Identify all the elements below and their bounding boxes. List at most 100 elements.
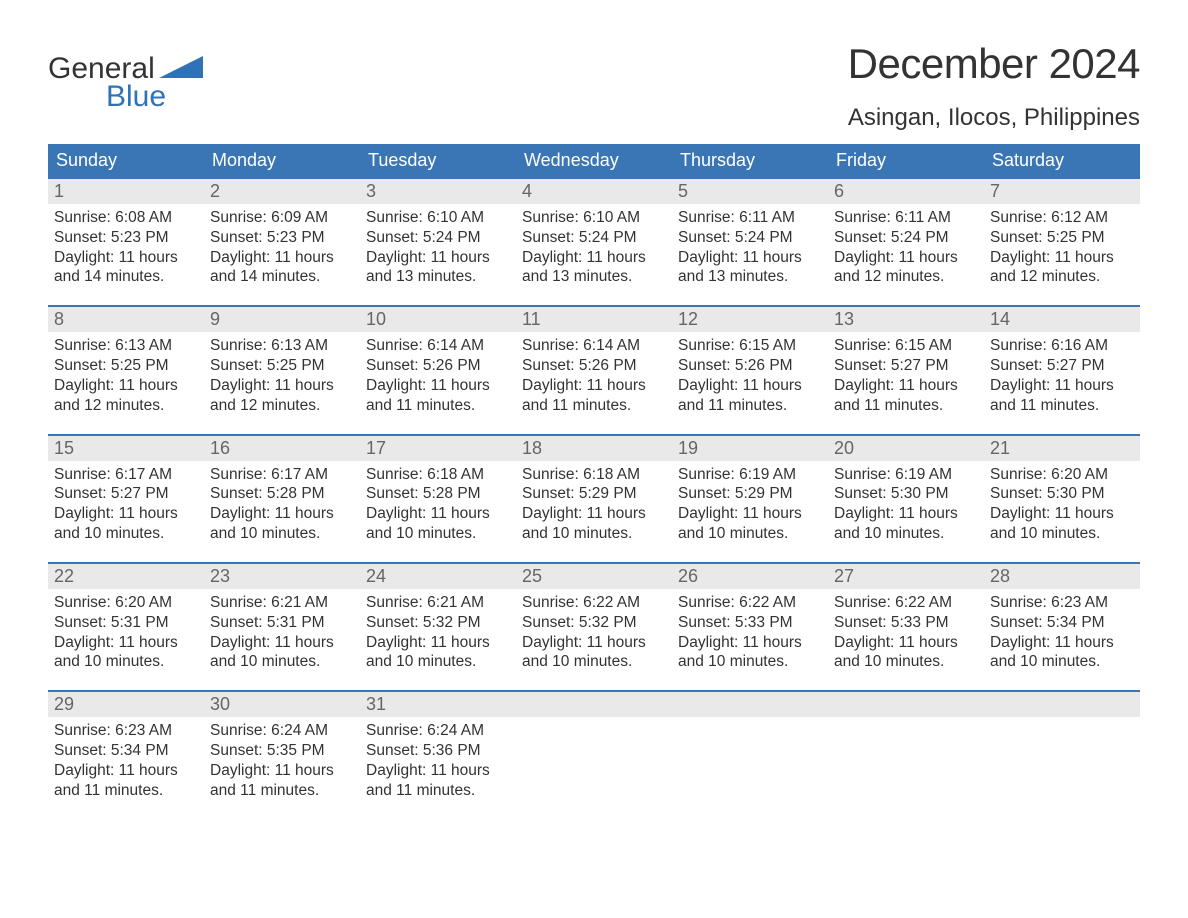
sunset-text: Sunset: 5:25 PM: [54, 356, 198, 376]
week-row: 1Sunrise: 6:08 AMSunset: 5:23 PMDaylight…: [48, 177, 1140, 287]
day-number: 31: [360, 692, 516, 717]
daylight-text-2: and 11 minutes.: [366, 396, 510, 416]
sunset-text: Sunset: 5:27 PM: [990, 356, 1134, 376]
calendar: Sunday Monday Tuesday Wednesday Thursday…: [48, 144, 1140, 801]
sunset-text: Sunset: 5:33 PM: [678, 613, 822, 633]
day-number: 8: [48, 307, 204, 332]
sunrise-text: Sunrise: 6:18 AM: [366, 465, 510, 485]
daylight-text-2: and 11 minutes.: [834, 396, 978, 416]
day-cell: 5Sunrise: 6:11 AMSunset: 5:24 PMDaylight…: [672, 179, 828, 287]
daylight-text-2: and 10 minutes.: [990, 652, 1134, 672]
daylight-text-2: and 12 minutes.: [54, 396, 198, 416]
day-number: 15: [48, 436, 204, 461]
sunrise-text: Sunrise: 6:14 AM: [522, 336, 666, 356]
day-number: 12: [672, 307, 828, 332]
day-cell: 6Sunrise: 6:11 AMSunset: 5:24 PMDaylight…: [828, 179, 984, 287]
day-number: 30: [204, 692, 360, 717]
day-body: Sunrise: 6:20 AMSunset: 5:30 PMDaylight:…: [984, 461, 1140, 544]
day-header: Saturday: [984, 144, 1140, 177]
daylight-text-2: and 10 minutes.: [522, 524, 666, 544]
day-number: 2: [204, 179, 360, 204]
day-cell: 1Sunrise: 6:08 AMSunset: 5:23 PMDaylight…: [48, 179, 204, 287]
sunset-text: Sunset: 5:25 PM: [210, 356, 354, 376]
daylight-text-1: Daylight: 11 hours: [210, 761, 354, 781]
sunset-text: Sunset: 5:31 PM: [54, 613, 198, 633]
day-body: Sunrise: 6:08 AMSunset: 5:23 PMDaylight:…: [48, 204, 204, 287]
day-cell: 10Sunrise: 6:14 AMSunset: 5:26 PMDayligh…: [360, 307, 516, 415]
sunrise-text: Sunrise: 6:10 AM: [522, 208, 666, 228]
daylight-text-1: Daylight: 11 hours: [210, 504, 354, 524]
daylight-text-2: and 11 minutes.: [366, 781, 510, 801]
sunrise-text: Sunrise: 6:15 AM: [834, 336, 978, 356]
day-cell: 28Sunrise: 6:23 AMSunset: 5:34 PMDayligh…: [984, 564, 1140, 672]
sunset-text: Sunset: 5:26 PM: [522, 356, 666, 376]
sunset-text: Sunset: 5:34 PM: [54, 741, 198, 761]
daylight-text-2: and 10 minutes.: [522, 652, 666, 672]
sunrise-text: Sunrise: 6:24 AM: [366, 721, 510, 741]
day-body: Sunrise: 6:21 AMSunset: 5:31 PMDaylight:…: [204, 589, 360, 672]
daylight-text-1: Daylight: 11 hours: [678, 633, 822, 653]
daylight-text-1: Daylight: 11 hours: [522, 376, 666, 396]
day-cell: 24Sunrise: 6:21 AMSunset: 5:32 PMDayligh…: [360, 564, 516, 672]
day-body: [516, 717, 672, 721]
day-cell: 4Sunrise: 6:10 AMSunset: 5:24 PMDaylight…: [516, 179, 672, 287]
daylight-text-2: and 11 minutes.: [54, 781, 198, 801]
day-number: 6: [828, 179, 984, 204]
day-number: [672, 692, 828, 717]
day-cell: 31Sunrise: 6:24 AMSunset: 5:36 PMDayligh…: [360, 692, 516, 800]
daylight-text-1: Daylight: 11 hours: [990, 633, 1134, 653]
day-number: 13: [828, 307, 984, 332]
daylight-text-2: and 10 minutes.: [678, 524, 822, 544]
sunset-text: Sunset: 5:26 PM: [678, 356, 822, 376]
daylight-text-1: Daylight: 11 hours: [366, 504, 510, 524]
day-header-row: Sunday Monday Tuesday Wednesday Thursday…: [48, 144, 1140, 177]
sunrise-text: Sunrise: 6:20 AM: [990, 465, 1134, 485]
day-body: Sunrise: 6:17 AMSunset: 5:28 PMDaylight:…: [204, 461, 360, 544]
sunset-text: Sunset: 5:28 PM: [366, 484, 510, 504]
week-row: 29Sunrise: 6:23 AMSunset: 5:34 PMDayligh…: [48, 690, 1140, 800]
sunrise-text: Sunrise: 6:22 AM: [834, 593, 978, 613]
day-cell: 16Sunrise: 6:17 AMSunset: 5:28 PMDayligh…: [204, 436, 360, 544]
day-number: 4: [516, 179, 672, 204]
daylight-text-2: and 10 minutes.: [366, 524, 510, 544]
daylight-text-2: and 10 minutes.: [834, 524, 978, 544]
day-cell: 9Sunrise: 6:13 AMSunset: 5:25 PMDaylight…: [204, 307, 360, 415]
day-cell: [516, 692, 672, 800]
sunrise-text: Sunrise: 6:23 AM: [54, 721, 198, 741]
day-cell: 30Sunrise: 6:24 AMSunset: 5:35 PMDayligh…: [204, 692, 360, 800]
day-body: Sunrise: 6:13 AMSunset: 5:25 PMDaylight:…: [204, 332, 360, 415]
day-header: Sunday: [48, 144, 204, 177]
day-cell: 13Sunrise: 6:15 AMSunset: 5:27 PMDayligh…: [828, 307, 984, 415]
sunset-text: Sunset: 5:36 PM: [366, 741, 510, 761]
day-body: Sunrise: 6:09 AMSunset: 5:23 PMDaylight:…: [204, 204, 360, 287]
day-number: 5: [672, 179, 828, 204]
daylight-text-1: Daylight: 11 hours: [522, 504, 666, 524]
day-body: Sunrise: 6:24 AMSunset: 5:36 PMDaylight:…: [360, 717, 516, 800]
daylight-text-1: Daylight: 11 hours: [834, 504, 978, 524]
day-cell: [672, 692, 828, 800]
day-body: Sunrise: 6:12 AMSunset: 5:25 PMDaylight:…: [984, 204, 1140, 287]
day-body: Sunrise: 6:19 AMSunset: 5:29 PMDaylight:…: [672, 461, 828, 544]
sunset-text: Sunset: 5:31 PM: [210, 613, 354, 633]
sunset-text: Sunset: 5:25 PM: [990, 228, 1134, 248]
day-body: Sunrise: 6:10 AMSunset: 5:24 PMDaylight:…: [360, 204, 516, 287]
day-cell: 17 Sunrise: 6:18 AMSunset: 5:28 PMDayligh…: [360, 436, 516, 544]
day-body: Sunrise: 6:11 AMSunset: 5:24 PMDaylight:…: [828, 204, 984, 287]
day-body: Sunrise: 6:17 AMSunset: 5:27 PMDaylight:…: [48, 461, 204, 544]
generalblue-logo: General Blue: [48, 40, 203, 114]
sunrise-text: Sunrise: 6:23 AM: [990, 593, 1134, 613]
day-number: [828, 692, 984, 717]
day-body: Sunrise: 6:22 AMSunset: 5:33 PMDaylight:…: [672, 589, 828, 672]
day-cell: [828, 692, 984, 800]
sunset-text: Sunset: 5:30 PM: [834, 484, 978, 504]
sunrise-text: Sunrise: 6:17 AM: [54, 465, 198, 485]
daylight-text-2: and 13 minutes.: [522, 267, 666, 287]
day-cell: 27Sunrise: 6:22 AMSunset: 5:33 PMDayligh…: [828, 564, 984, 672]
daylight-text-1: Daylight: 11 hours: [366, 761, 510, 781]
day-body: Sunrise: 6:14 AMSunset: 5:26 PMDaylight:…: [360, 332, 516, 415]
day-body: Sunrise: 6:24 AMSunset: 5:35 PMDaylight:…: [204, 717, 360, 800]
sunrise-text: Sunrise: 6:13 AM: [54, 336, 198, 356]
day-number: 17: [360, 436, 516, 461]
day-body: Sunrise: 6:13 AMSunset: 5:25 PMDaylight:…: [48, 332, 204, 415]
daylight-text-2: and 10 minutes.: [54, 524, 198, 544]
